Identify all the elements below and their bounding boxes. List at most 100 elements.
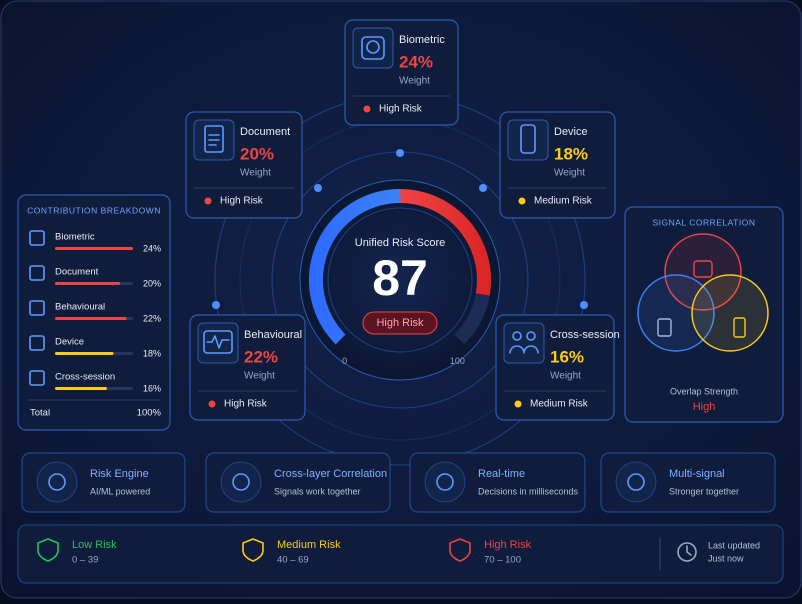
card-name: Document	[240, 126, 290, 138]
card-weight: 18%	[554, 144, 588, 163]
feature-subtitle: Decisions in milliseconds	[478, 486, 579, 496]
gauge-end-label: 0	[342, 356, 347, 366]
feature-subtitle: AI/ML powered	[90, 486, 150, 496]
card-risk: High Risk	[224, 399, 268, 410]
face-icon	[361, 36, 385, 60]
feature-icon	[436, 473, 454, 491]
contribution-panel	[17, 194, 171, 431]
card-caption: Weight	[244, 371, 275, 382]
card-risk: Medium Risk	[530, 399, 589, 410]
feature-icon-bg	[615, 461, 657, 503]
contribution-value: 18%	[143, 348, 161, 358]
clock-icon	[677, 542, 697, 562]
risk-card-icon-box	[352, 27, 394, 69]
users-icon	[509, 345, 539, 354]
face-icon	[366, 40, 380, 54]
card-weight: 24%	[399, 52, 433, 71]
feature-subtitle: Signals work together	[274, 486, 361, 496]
card-name: Cross-session	[550, 329, 620, 341]
contribution-name: Biometric	[55, 232, 95, 243]
doc-icon	[204, 125, 224, 153]
legend-icon	[449, 538, 471, 562]
feature-title: Multi-signal	[669, 468, 725, 480]
phone-icon	[520, 124, 536, 154]
contribution-total: 100%	[137, 408, 162, 419]
feature-icon	[232, 473, 250, 491]
legend-label: Medium Risk	[277, 539, 341, 551]
risk-card	[495, 314, 615, 421]
wave-icon	[203, 330, 233, 354]
risk-card	[185, 111, 303, 219]
contribution-icon	[29, 265, 45, 281]
gauge-value: 87	[372, 250, 428, 306]
legend-label: High Risk	[484, 539, 532, 551]
risk-dot	[204, 197, 212, 205]
correlation-title: SIGNAL CORRELATION	[653, 217, 756, 227]
card-weight: 22%	[244, 347, 278, 366]
contribution-name: Cross-session	[55, 372, 115, 383]
last-updated-label: Last updated	[708, 540, 760, 550]
risk-card-icon-box	[503, 322, 545, 364]
correlation-panel	[624, 206, 784, 423]
overlap-value: High	[693, 401, 716, 413]
contribution-icon	[29, 335, 45, 351]
users-icon	[526, 331, 536, 341]
contribution-value: 24%	[143, 243, 161, 253]
gauge-end-label: 100	[450, 356, 465, 366]
card-name: Behavioural	[244, 329, 302, 341]
gauge-inner-ring	[327, 207, 473, 353]
gauge-value-arc	[309, 189, 491, 345]
orbit-nodes	[212, 149, 588, 309]
contribution-title: CONTRIBUTION BREAKDOWN	[27, 205, 161, 215]
contribution-value: 16%	[143, 383, 161, 393]
risk-card	[344, 19, 459, 126]
feature-icon-bg	[424, 461, 466, 503]
risk-dot	[363, 105, 371, 113]
contribution-bar	[55, 352, 114, 355]
card-caption: Weight	[240, 168, 271, 179]
feature-title: Cross-layer Correlation	[274, 468, 387, 480]
legend-label: Low Risk	[72, 539, 117, 551]
risk-dot	[514, 400, 522, 408]
contribution-name: Document	[55, 267, 99, 278]
venn	[637, 233, 769, 352]
legend-icon	[242, 538, 264, 562]
feature-title: Real-time	[478, 468, 525, 480]
last-updated-value: Just now	[708, 553, 744, 563]
gauge-badge-label: High Risk	[376, 317, 424, 329]
feature-icon	[627, 473, 645, 491]
contribution-value: 20%	[143, 278, 161, 288]
feature-title: Risk Engine	[90, 468, 149, 480]
wave-icon	[206, 335, 230, 349]
card-caption: Weight	[550, 371, 581, 382]
card-caption: Weight	[554, 168, 585, 179]
contribution-icon	[29, 370, 45, 386]
feature-subtitle: Stronger together	[669, 486, 739, 496]
legend-range: 40 – 69	[277, 555, 309, 566]
contribution-name: Behavioural	[55, 302, 105, 313]
risk-dot	[208, 400, 216, 408]
card-caption: Weight	[399, 76, 430, 87]
feature-icon-bg	[220, 461, 262, 503]
card-weight: 16%	[550, 347, 584, 366]
feature-icon	[48, 473, 66, 491]
risk-dot	[518, 197, 526, 205]
venn-icons	[657, 260, 746, 338]
gauge-bezel	[299, 179, 501, 381]
risk-card	[499, 111, 616, 219]
legend-icon	[37, 538, 59, 562]
legend-range: 70 – 100	[484, 555, 521, 566]
contribution-bar	[55, 387, 107, 390]
contribution-icon	[29, 300, 45, 316]
risk-card-icon-box	[507, 119, 549, 161]
contribution-bar	[55, 317, 127, 320]
gauge-badge	[362, 311, 438, 335]
contribution-name: Device	[55, 337, 84, 348]
contribution-value: 22%	[143, 313, 161, 323]
card-name: Device	[554, 126, 588, 138]
legend-panel	[17, 524, 784, 584]
card-risk: High Risk	[379, 104, 423, 115]
feature-icon-bg	[36, 461, 78, 503]
contribution-bar	[55, 247, 133, 250]
card-risk: High Risk	[220, 196, 264, 207]
